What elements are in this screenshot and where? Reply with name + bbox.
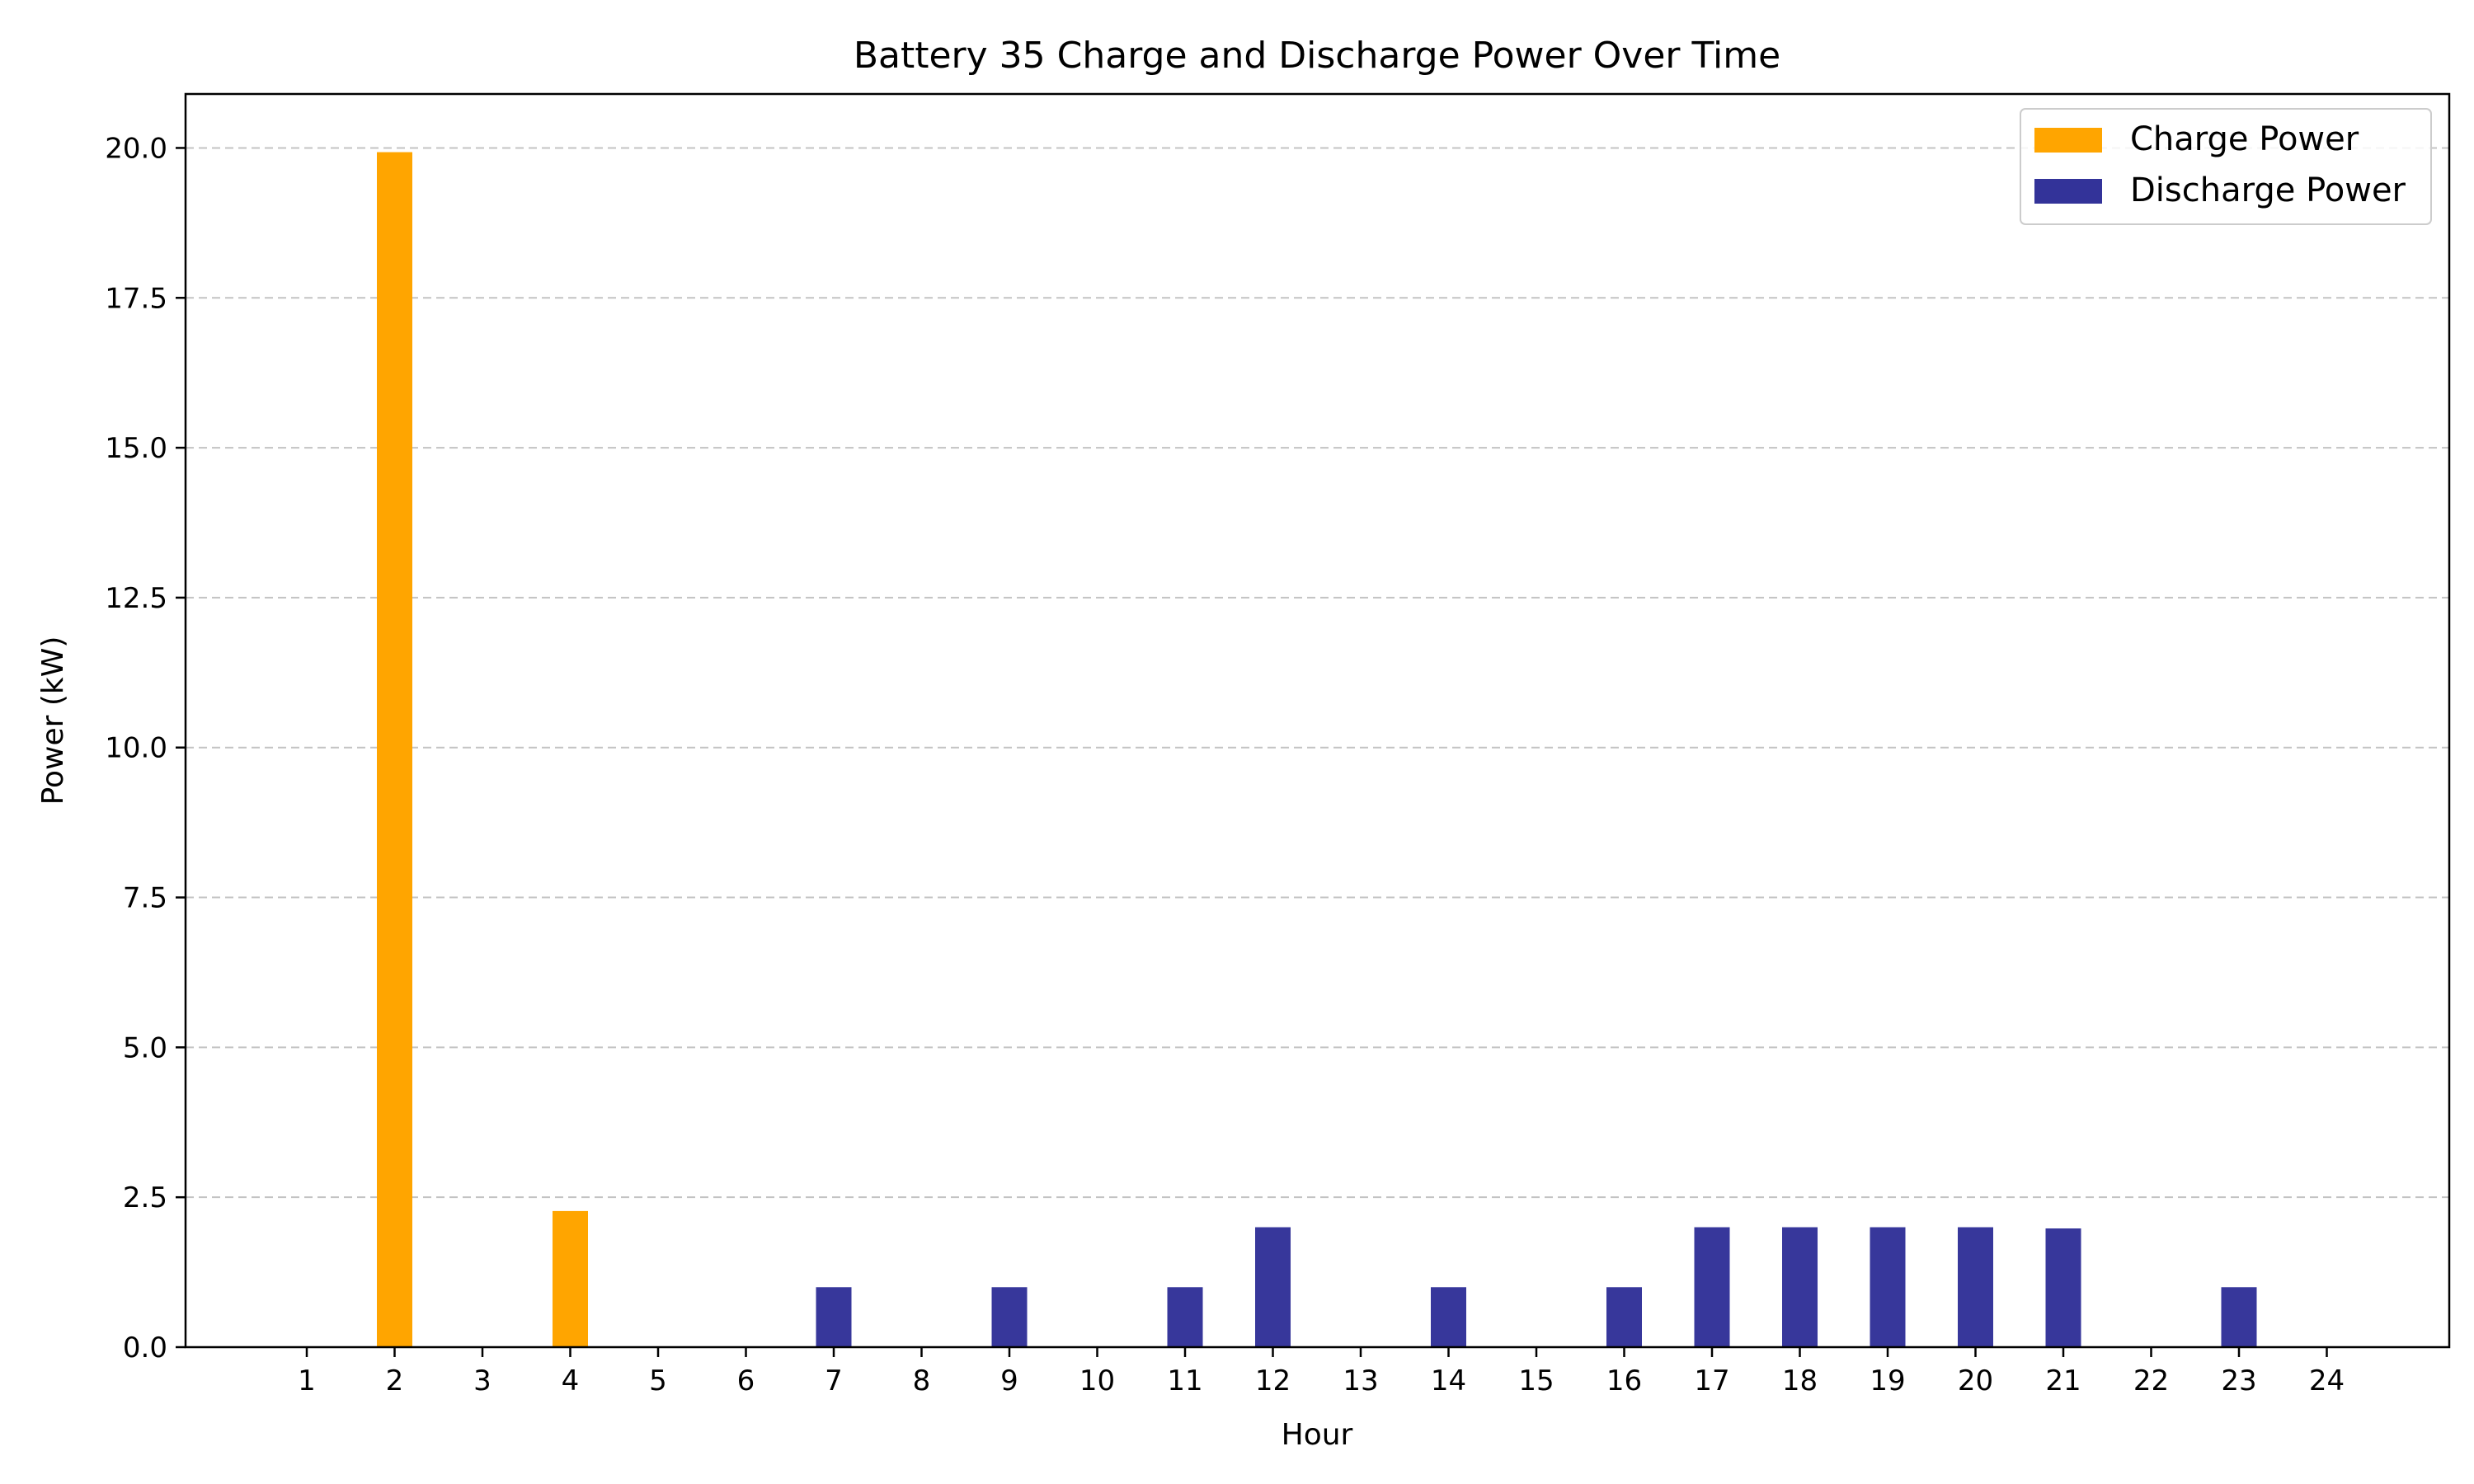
x-tick-label: 16 [1606,1364,1642,1397]
discharge-bar [1870,1227,1906,1347]
discharge-bar [1606,1287,1642,1347]
chart-title: Battery 35 Charge and Discharge Power Ov… [854,35,1780,77]
y-tick-label: 12.5 [105,582,167,615]
x-tick-label: 1 [298,1364,316,1397]
x-tick-label: 7 [825,1364,843,1397]
x-tick-label: 3 [473,1364,492,1397]
y-tick-label: 20.0 [105,132,167,165]
charge-bar [553,1210,588,1347]
x-tick-label: 18 [1782,1364,1818,1397]
x-tick-label: 5 [649,1364,667,1397]
x-tick-label: 13 [1343,1364,1378,1397]
y-tick-label: 5.0 [123,1031,167,1064]
discharge-bar [1782,1227,1818,1347]
x-tick-label: 10 [1079,1364,1115,1397]
x-tick-label: 9 [1000,1364,1018,1397]
x-tick-label: 15 [1518,1364,1554,1397]
y-tick-label: 2.5 [123,1181,167,1214]
legend-frame [2020,108,2432,225]
y-tick-label: 15.0 [105,432,167,465]
x-tick-label: 11 [1167,1364,1202,1397]
grid-lines [186,147,2449,1199]
x-tick-label: 4 [562,1364,580,1397]
bars [377,152,2257,1348]
x-tick-label: 24 [2309,1364,2345,1397]
x-tick-label: 8 [913,1364,931,1397]
x-tick-label: 6 [737,1364,755,1397]
y-axis: 0.0 2.5 5.0 7.5 10.0 12.5 15.0 17.5 20.0 [105,132,186,1364]
x-tick-label: 21 [2045,1364,2081,1397]
x-tick-label: 23 [2221,1364,2256,1397]
y-tick-label: 10.0 [105,732,167,765]
y-tick-label: 7.5 [123,882,167,915]
y-tick-label: 0.0 [123,1331,167,1364]
legend-swatch-charge [2034,128,2102,153]
legend-swatch-discharge [2034,179,2102,204]
x-tick-label: 20 [1958,1364,1993,1397]
discharge-bar [1431,1287,1466,1347]
x-tick-label: 14 [1431,1364,1466,1397]
charge-bar [377,152,412,1348]
x-tick-label: 22 [2133,1364,2169,1397]
x-axis-title: Hour [1282,1418,1353,1452]
plot-frame [184,92,2451,1349]
x-tick-label: 12 [1255,1364,1291,1397]
x-tick-label: 17 [1694,1364,1729,1397]
x-tick-label: 2 [386,1364,404,1397]
discharge-bar [1167,1287,1203,1347]
legend-label-charge: Charge Power [2130,120,2359,158]
y-axis-title: Power (kW) [36,636,70,805]
discharge-bar [1694,1227,1730,1347]
y-tick-label: 17.5 [105,282,167,315]
discharge-bar [1255,1227,1291,1347]
discharge-bar [991,1287,1028,1347]
x-axis: 1 2 3 4 5 6 7 8 9 10 11 12 13 14 15 16 17 18 19 20 21 22 23 24 [298,1347,2345,1397]
discharge-bar [2045,1228,2081,1347]
discharge-bar [1958,1227,1993,1347]
discharge-bar [2221,1287,2257,1347]
legend: Charge Power Discharge Power [2020,108,2432,225]
x-tick-label: 19 [1870,1364,1905,1397]
legend-label-discharge: Discharge Power [2130,171,2406,209]
discharge-bar [816,1287,852,1347]
